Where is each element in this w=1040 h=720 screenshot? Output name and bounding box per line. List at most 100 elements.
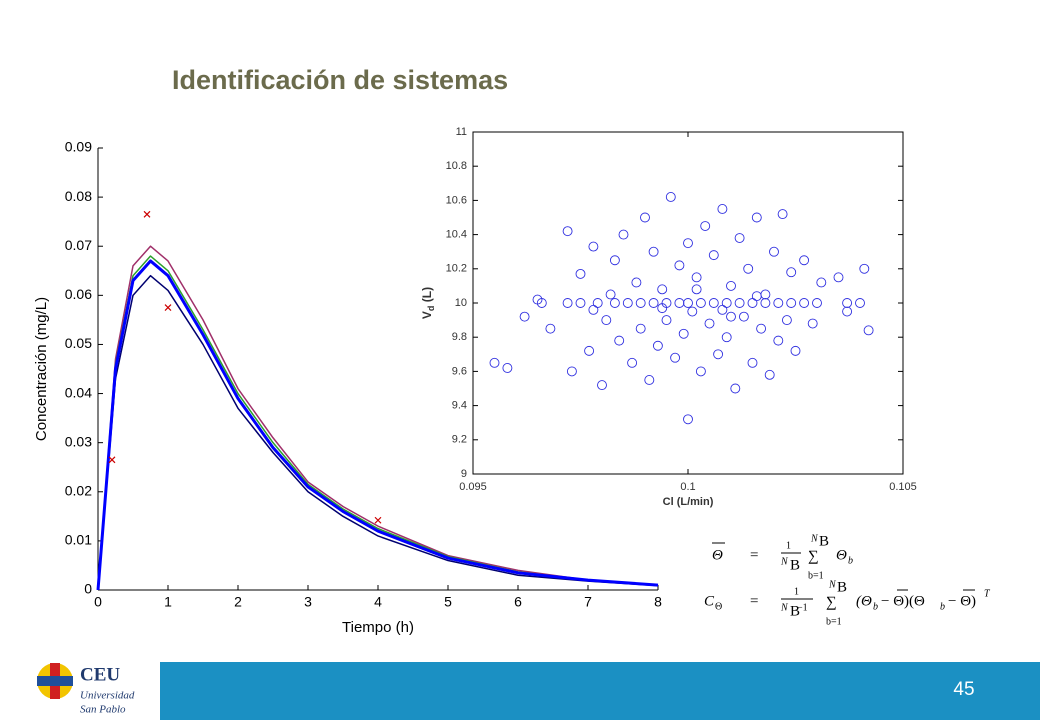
point xyxy=(502,363,513,373)
point xyxy=(609,255,620,266)
y-tick-label: 0.03 xyxy=(65,433,92,449)
point xyxy=(687,306,698,317)
eq-symbol: b=1 xyxy=(826,616,842,627)
y-tick-label: 11 xyxy=(456,126,467,138)
point xyxy=(751,291,762,302)
point xyxy=(717,304,728,315)
eq-symbol: Θ xyxy=(715,601,722,612)
eq-symbol: B xyxy=(837,579,847,595)
point xyxy=(734,233,745,243)
point xyxy=(743,263,754,274)
eq-symbol: = xyxy=(750,547,758,563)
point xyxy=(738,311,749,322)
eq-symbol: N xyxy=(810,533,819,544)
point xyxy=(644,375,655,385)
point xyxy=(859,263,870,274)
footer-bar xyxy=(160,662,1040,720)
x-tick-label: 0 xyxy=(94,594,102,610)
point xyxy=(751,212,762,223)
eq-symbol: C xyxy=(704,593,715,609)
observation xyxy=(143,210,151,218)
point xyxy=(855,298,865,308)
x-tick-label: 0.1 xyxy=(680,481,695,493)
y-tick-label: 9.4 xyxy=(452,400,467,412)
chart: 9 9.2 9.4 9.6 9.8 10 10.2 10.4 10.6 10.8 11 0.095 0.… xyxy=(420,126,917,508)
point xyxy=(708,250,719,261)
x-tick-label: 1 xyxy=(164,594,172,610)
point xyxy=(648,246,659,257)
observation xyxy=(108,456,116,464)
eq-symbol: B xyxy=(819,533,829,549)
point xyxy=(609,298,620,308)
point xyxy=(627,357,638,368)
y-axis-label: Concentración (mg/L) xyxy=(33,297,50,441)
point xyxy=(545,323,556,334)
x-tick-label: 8 xyxy=(654,594,662,610)
logo-text: Universidad xyxy=(80,690,135,702)
x-axis-label: Cl (L/min) xyxy=(663,496,714,508)
point xyxy=(773,335,784,346)
chart: 0 0.01 0.02 0.03 0.04 0.05 0.06 0.07 0.08 0.09 0 1 2… xyxy=(33,139,662,636)
point xyxy=(640,212,650,223)
eq-symbol: b xyxy=(873,601,878,612)
y-tick-label: 0.06 xyxy=(65,286,92,302)
point xyxy=(807,318,818,329)
point xyxy=(588,304,599,315)
point xyxy=(601,315,612,326)
point xyxy=(691,272,702,283)
point xyxy=(713,349,724,360)
point xyxy=(605,289,616,300)
point xyxy=(717,203,728,214)
x-tick-label: 3 xyxy=(304,594,312,610)
observation xyxy=(164,304,172,312)
y-tick-label: 10.4 xyxy=(446,229,467,241)
point xyxy=(635,298,646,308)
point xyxy=(734,298,745,308)
eq-symbol: b xyxy=(940,601,945,612)
point xyxy=(618,229,629,240)
eq-symbol: b xyxy=(848,555,853,566)
y-tick-label: 0.07 xyxy=(65,237,92,253)
eq-symbol: N xyxy=(780,556,789,567)
logo: CEU Universidad San Pablo xyxy=(37,663,135,716)
eq-symbol: T xyxy=(984,588,991,599)
logo-name: CEU xyxy=(80,664,120,685)
point xyxy=(812,298,822,308)
y-tick-label: 10.8 xyxy=(446,160,467,172)
point xyxy=(683,298,693,308)
point xyxy=(635,323,646,334)
y-tick-label: 10.2 xyxy=(446,263,467,275)
page-number: 45 xyxy=(953,679,974,700)
point xyxy=(665,192,676,202)
point xyxy=(786,267,797,278)
x-tick-label: 0.095 xyxy=(459,481,487,493)
plot-frame xyxy=(472,131,904,475)
eq-symbol: − Θ)(Θ xyxy=(881,593,925,609)
point xyxy=(730,383,741,394)
eq-symbol: Θ xyxy=(712,547,723,563)
eq-symbol: ∑ xyxy=(808,548,819,564)
point xyxy=(597,380,607,391)
point xyxy=(657,303,668,314)
point xyxy=(764,369,775,380)
eq-symbol: = xyxy=(750,593,758,609)
logo-text: San Pablo xyxy=(80,704,126,716)
point xyxy=(622,298,633,308)
y-tick-label: 0.02 xyxy=(65,482,92,498)
y-axis-label-part: (L) xyxy=(420,287,434,306)
x-tick-label: 2 xyxy=(234,594,242,610)
x-tick-label: 0.105 xyxy=(889,481,917,493)
y-tick-label: 9.6 xyxy=(452,365,467,377)
point xyxy=(760,298,771,308)
point xyxy=(863,325,874,336)
point xyxy=(695,366,706,377)
point xyxy=(799,298,810,308)
point xyxy=(747,357,758,368)
eq-symbol: (Θ xyxy=(856,593,872,609)
point xyxy=(721,332,732,343)
observation xyxy=(374,516,382,524)
point xyxy=(562,226,573,237)
point xyxy=(773,298,784,308)
y-axis-label-part: V xyxy=(420,311,434,319)
